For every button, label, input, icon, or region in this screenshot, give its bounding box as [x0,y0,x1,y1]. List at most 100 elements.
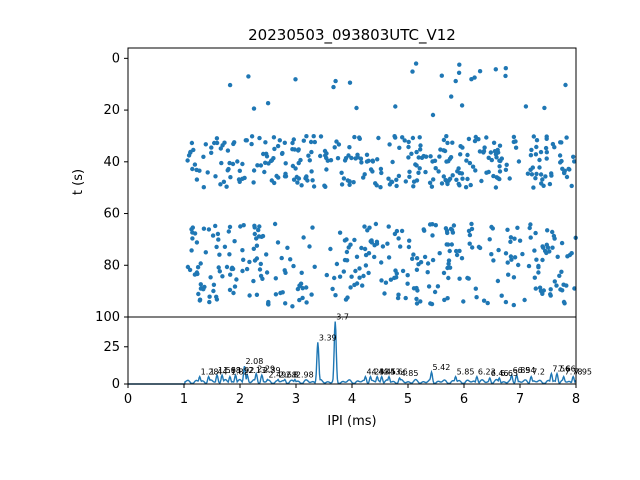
raster-point [572,159,577,164]
raster-point [430,257,436,263]
raster-point [450,230,456,235]
raster-point [254,243,260,248]
raster-point [196,291,201,297]
raster-point [379,278,384,283]
raster-point [410,135,416,141]
raster-point [487,237,492,242]
peak-label: 2.39 [263,366,281,375]
raster-point [472,138,478,144]
raster-point [557,153,563,158]
ipi-histogram-line [128,321,577,385]
raster-point [489,157,494,163]
raster-point [410,256,415,261]
peak-label: 2.68 [279,371,297,380]
raster-point [214,136,220,141]
raster-point [543,145,549,151]
raster-point [231,141,236,147]
raster-point [263,160,268,165]
raster-point [533,176,538,181]
histogram-y-tick-label: 25 [103,340,120,355]
raster-point [347,182,352,187]
raster-point [307,244,312,249]
raster-point [275,240,281,245]
raster-point [240,268,245,274]
x-tick-label: 6 [460,392,468,407]
raster-point [456,70,462,76]
raster-point [544,156,549,161]
raster-point [503,251,509,256]
raster-point [279,151,285,156]
raster-point [426,284,432,289]
raster-point [464,158,469,163]
raster-point [376,135,381,141]
raster-point [189,140,195,146]
raster-point [430,112,436,118]
raster-point [242,175,247,181]
peak-label: 4.85 [401,369,419,378]
raster-point [373,181,378,186]
raster-point [447,248,452,254]
raster-point [465,152,470,158]
peak-label: 2.13 [248,366,266,375]
raster-point [359,160,364,165]
raster-point [271,156,276,161]
raster-point [498,158,503,164]
raster-point [216,237,221,242]
raster-point [263,140,268,145]
raster-point [558,287,563,292]
raster-point [531,134,536,139]
raster-point [192,162,198,167]
raster-point [291,137,296,142]
raster-point [357,266,362,271]
raster-point [298,281,304,286]
raster-point [258,163,264,168]
raster-point [201,154,206,159]
raster-point [564,174,570,180]
raster-point [394,228,400,234]
raster-point [503,66,508,71]
raster-point [552,279,557,284]
peak-label: 6.85 [513,366,531,375]
peak-label: 7.66 [558,365,576,374]
raster-point [282,140,287,145]
raster-point [571,154,576,159]
raster-point [398,244,403,249]
peak-label: 5.42 [433,363,451,372]
peak-label: 4.66 [390,368,408,377]
raster-point [528,235,533,240]
raster-point [445,242,451,247]
raster-point [509,257,514,262]
raster-point [428,301,433,306]
raster-point [569,251,574,256]
raster-point [512,255,518,260]
raster-point [333,78,338,84]
raster-point [417,135,422,140]
raster-point [247,293,252,298]
raster-point [203,142,208,147]
peak-label: 4.33 [371,368,389,377]
raster-point [194,240,200,245]
y-axis-label: t (s) [71,169,86,195]
raster-point [349,155,354,161]
raster-point [194,177,200,182]
peak-label: 2.8 [286,371,299,380]
raster-point [550,229,555,235]
raster-point [295,180,300,185]
raster-point [450,140,455,145]
raster-point [441,148,446,153]
raster-point [257,267,263,272]
raster-point [188,149,193,155]
raster-point [216,265,221,270]
raster-point [560,166,565,171]
peak-label: 7.78 [565,368,583,377]
raster-point [249,134,255,139]
raster-point [345,295,350,300]
peak-label: 6.94 [518,366,536,375]
raster-point [467,241,472,246]
raster-point [299,183,304,188]
raster-point [310,225,315,230]
raster-point [290,163,296,169]
raster-point [280,290,285,295]
raster-point [547,181,553,187]
raster-point [458,152,463,157]
